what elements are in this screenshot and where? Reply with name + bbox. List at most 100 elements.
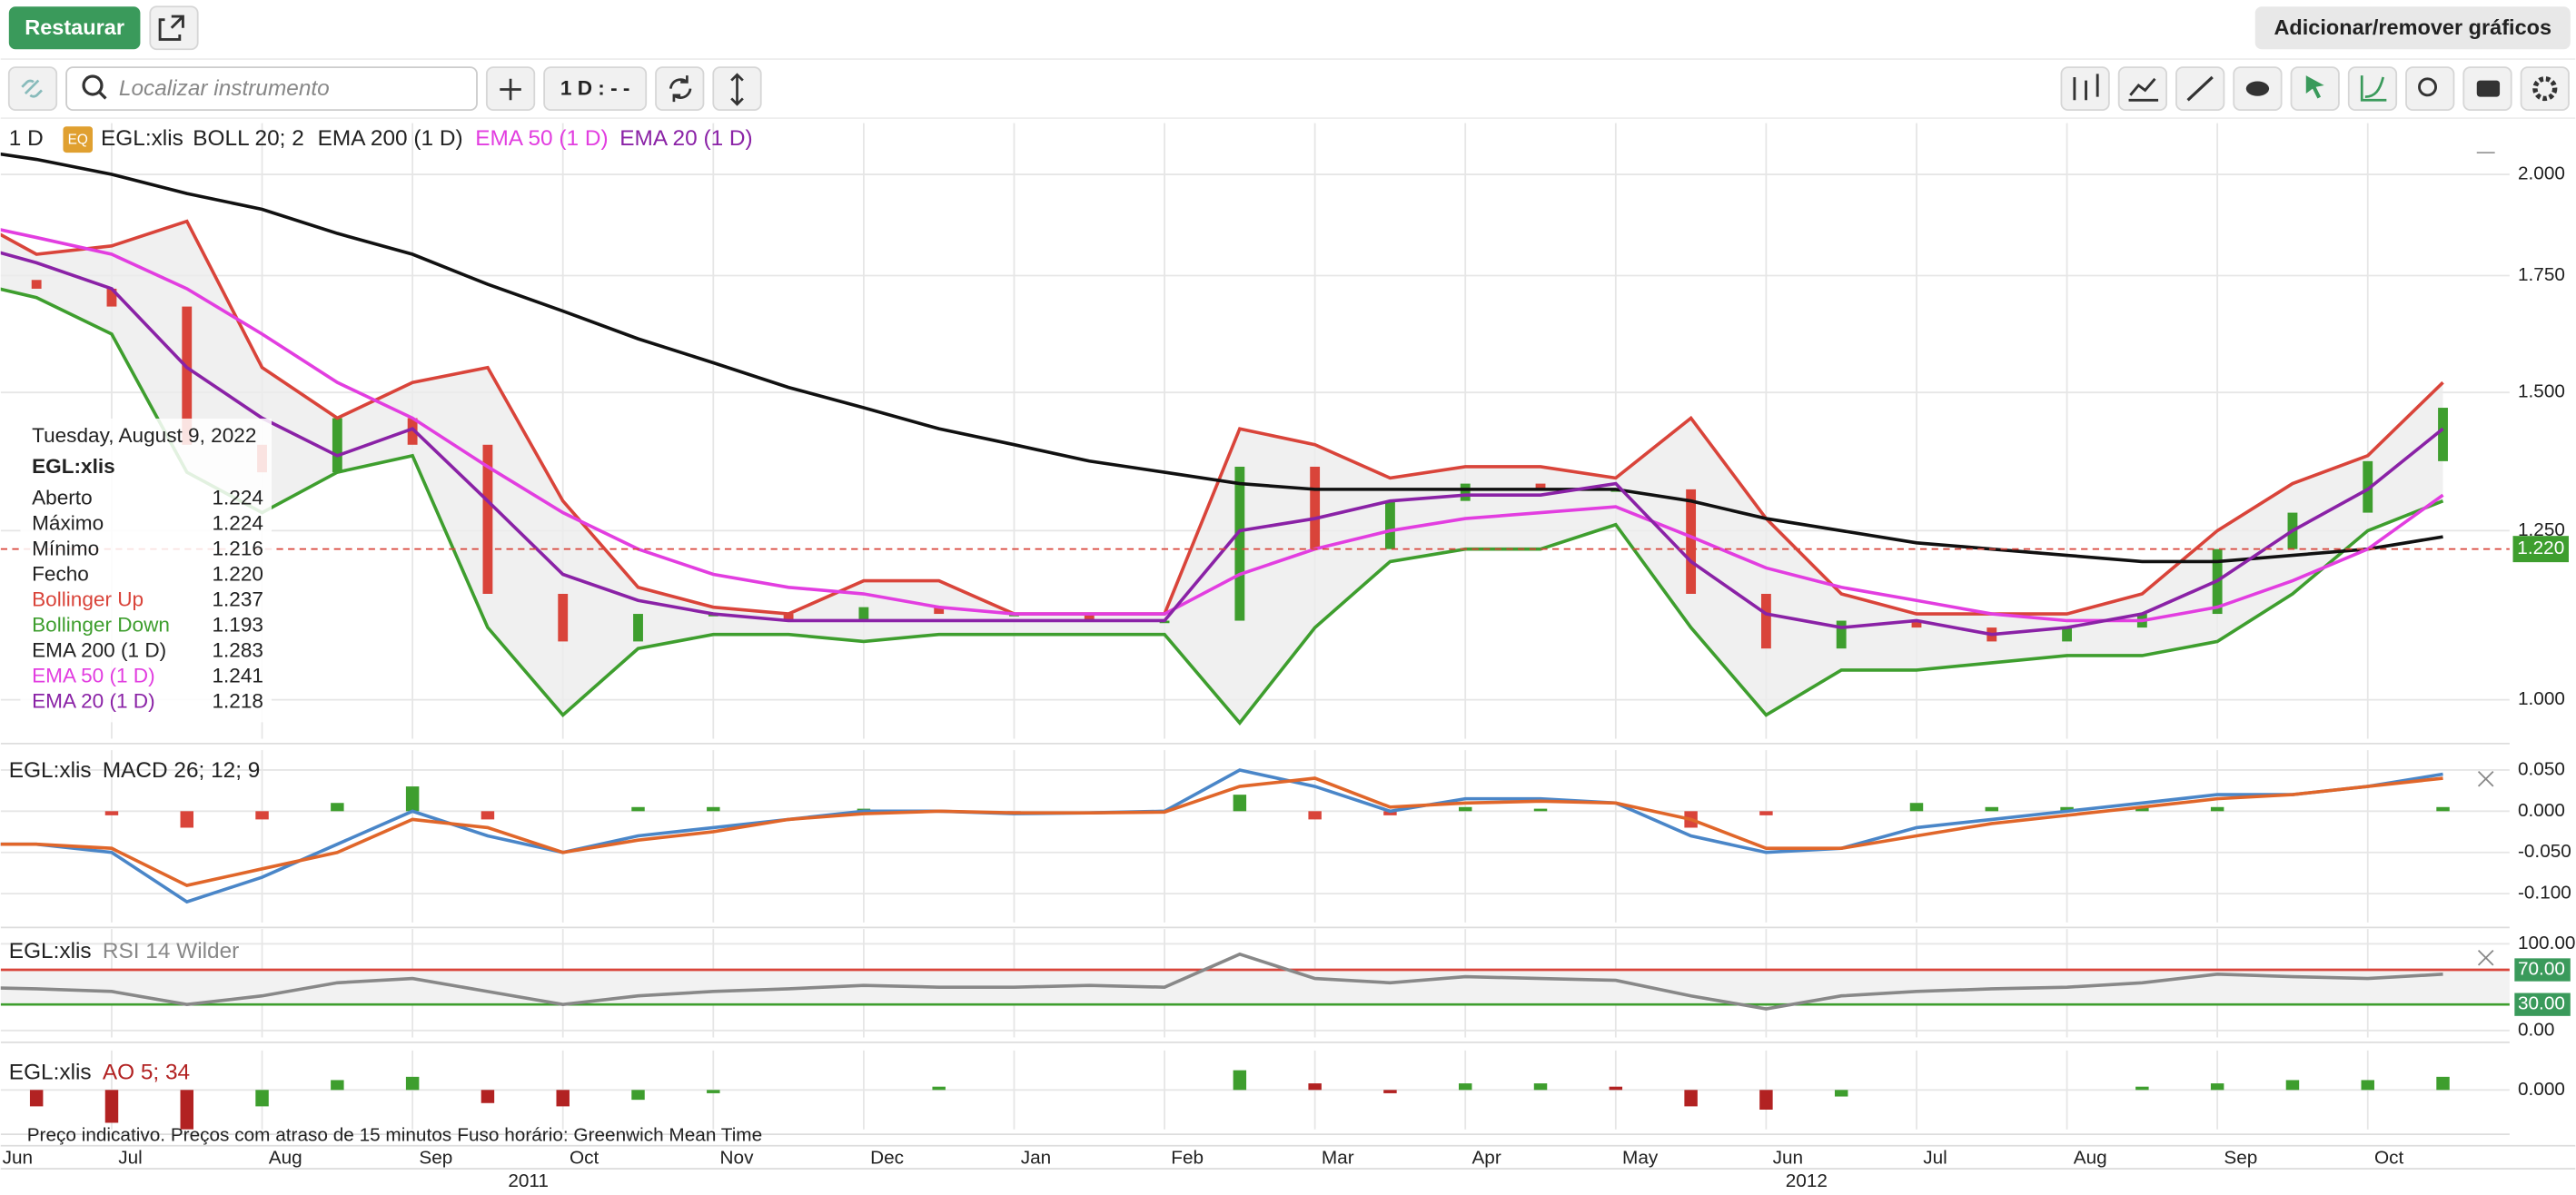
eq-badge-label: EQ (68, 133, 88, 148)
macd-histogram-bar (2060, 806, 2074, 812)
macd-histogram-bar (1985, 806, 1999, 812)
restore-button[interactable] (8, 6, 141, 50)
interval-label[interactable]: 1 D : - - (560, 76, 630, 99)
candle (2062, 627, 2072, 642)
macd-histogram-bar (1759, 811, 1773, 815)
x-tick-label: Sep (2224, 1148, 2257, 1169)
ao-bar (1759, 1090, 1773, 1110)
candle (1084, 614, 1095, 621)
tooltip-label: Fecho (32, 563, 89, 586)
ao-bar (29, 1090, 44, 1107)
ao-bar (2436, 1076, 2450, 1091)
zoom-icon (2418, 77, 2438, 97)
x-tick-label: Mar (1322, 1148, 1354, 1169)
tooltip-instrument: EGL:xlis (32, 455, 115, 478)
legend-item[interactable]: EMA 20 (1 D) (619, 126, 752, 151)
macd-histogram-bar (2210, 806, 2224, 812)
ao-bar (1383, 1090, 1397, 1093)
x-tick-label: Jul (1923, 1148, 1947, 1169)
interval-button[interactable] (543, 66, 648, 112)
curve-button[interactable] (2347, 66, 2398, 112)
resize-icon (730, 73, 744, 106)
tooltip-value: 1.283 (212, 639, 263, 662)
y-tick-label: 30.00 (2518, 993, 2565, 1014)
macd-histogram-bar (1233, 795, 1247, 812)
restore-label[interactable]: Restaurar (25, 15, 124, 39)
indicator-line (0, 251, 2444, 637)
ao-bar (2285, 1080, 2300, 1091)
visibility-icon (2245, 81, 2270, 96)
candle (407, 418, 418, 445)
last-price-label: 1.220 (2517, 538, 2564, 558)
ao-bar (481, 1090, 495, 1103)
search-box[interactable] (65, 66, 478, 112)
candle (633, 614, 643, 642)
candle (558, 593, 569, 642)
legend-item[interactable]: EMA 50 (1 D) (475, 126, 608, 151)
add-remove-label[interactable]: Adicionar/remover gráficos (2274, 15, 2551, 39)
ao-bar (1233, 1070, 1247, 1091)
legend-item[interactable]: BOLL 20; 2 (193, 126, 304, 151)
y-tick-badge (2514, 958, 2571, 982)
ao-bar (1684, 1090, 1698, 1107)
ao-bar (255, 1090, 269, 1107)
ao-bar (2135, 1086, 2149, 1091)
tooltip-value: 1.224 (212, 487, 263, 509)
candle (1460, 483, 1471, 501)
last-price-box (2512, 536, 2569, 563)
popout-button[interactable] (149, 5, 199, 51)
candle (2363, 460, 2373, 513)
ao-bar (1533, 1083, 1548, 1091)
y-tick-label: 1.750 (2518, 264, 2565, 285)
footer-note: Preço indicativo. Preços com atraso de 1… (27, 1124, 451, 1145)
candle (31, 280, 42, 289)
eq-badge (63, 126, 93, 153)
macd-histogram-bar (2135, 806, 2149, 812)
x-tick-label: Aug (269, 1148, 302, 1169)
ao-bar (331, 1080, 344, 1091)
search-icon-handle (98, 91, 107, 100)
tooltip-label: Bollinger Up (32, 588, 144, 611)
candle (1385, 500, 1395, 549)
snapshot-icon (2476, 80, 2501, 97)
tool-buttons (2060, 66, 2570, 112)
settings-button[interactable] (2520, 66, 2570, 112)
legend-item[interactable]: EMA 200 (1 D) (318, 126, 463, 151)
close-icon[interactable] (2477, 770, 2494, 787)
overlay: 1 D EQ EGL:xlis BOLL 20; 2 EMA 200 (1 D)… (0, 126, 2575, 1191)
candle (106, 288, 117, 307)
close-icon[interactable] (2477, 950, 2494, 966)
indicator-line (0, 287, 2444, 726)
y-tick-label: 0.00 (2518, 1019, 2554, 1040)
curve-icon (2360, 75, 2387, 102)
ao-bar (405, 1076, 420, 1091)
add-remove-button[interactable] (2254, 6, 2571, 50)
x-tick-label: Nov (720, 1148, 755, 1169)
ao-bar (1834, 1090, 1848, 1097)
x-tick-label: Jun (3, 1148, 33, 1169)
ao-bar (180, 1090, 193, 1130)
ao-bar (1609, 1086, 1623, 1091)
ao-bar (932, 1086, 946, 1091)
search-placeholder: Localizar instrumento (119, 76, 330, 101)
tooltip-value: 1.224 (212, 512, 263, 535)
zoom-button[interactable] (2405, 66, 2455, 112)
candle (1535, 483, 1546, 489)
tooltip-value: 1.237 (212, 588, 263, 611)
pointer-icon (2305, 75, 2324, 99)
settings-icon (2532, 76, 2558, 102)
y-tick-label: 70.00 (2518, 958, 2565, 979)
x-tick-label: Jul (118, 1148, 143, 1169)
candle (1836, 620, 1847, 649)
y-tick-label: 0.000 (2518, 800, 2565, 821)
draw-icon (2186, 75, 2214, 102)
macd-histogram-bar (1909, 803, 1924, 812)
panel-indicator: MACD 26; 12; 9 (103, 758, 261, 783)
refresh-button[interactable] (655, 66, 705, 112)
link-button[interactable] (7, 66, 58, 112)
x-tick-label: Oct (2374, 1148, 2404, 1169)
candle (482, 444, 493, 594)
panel-indicator: RSI 14 Wilder (103, 939, 239, 963)
search-icon (82, 74, 104, 96)
